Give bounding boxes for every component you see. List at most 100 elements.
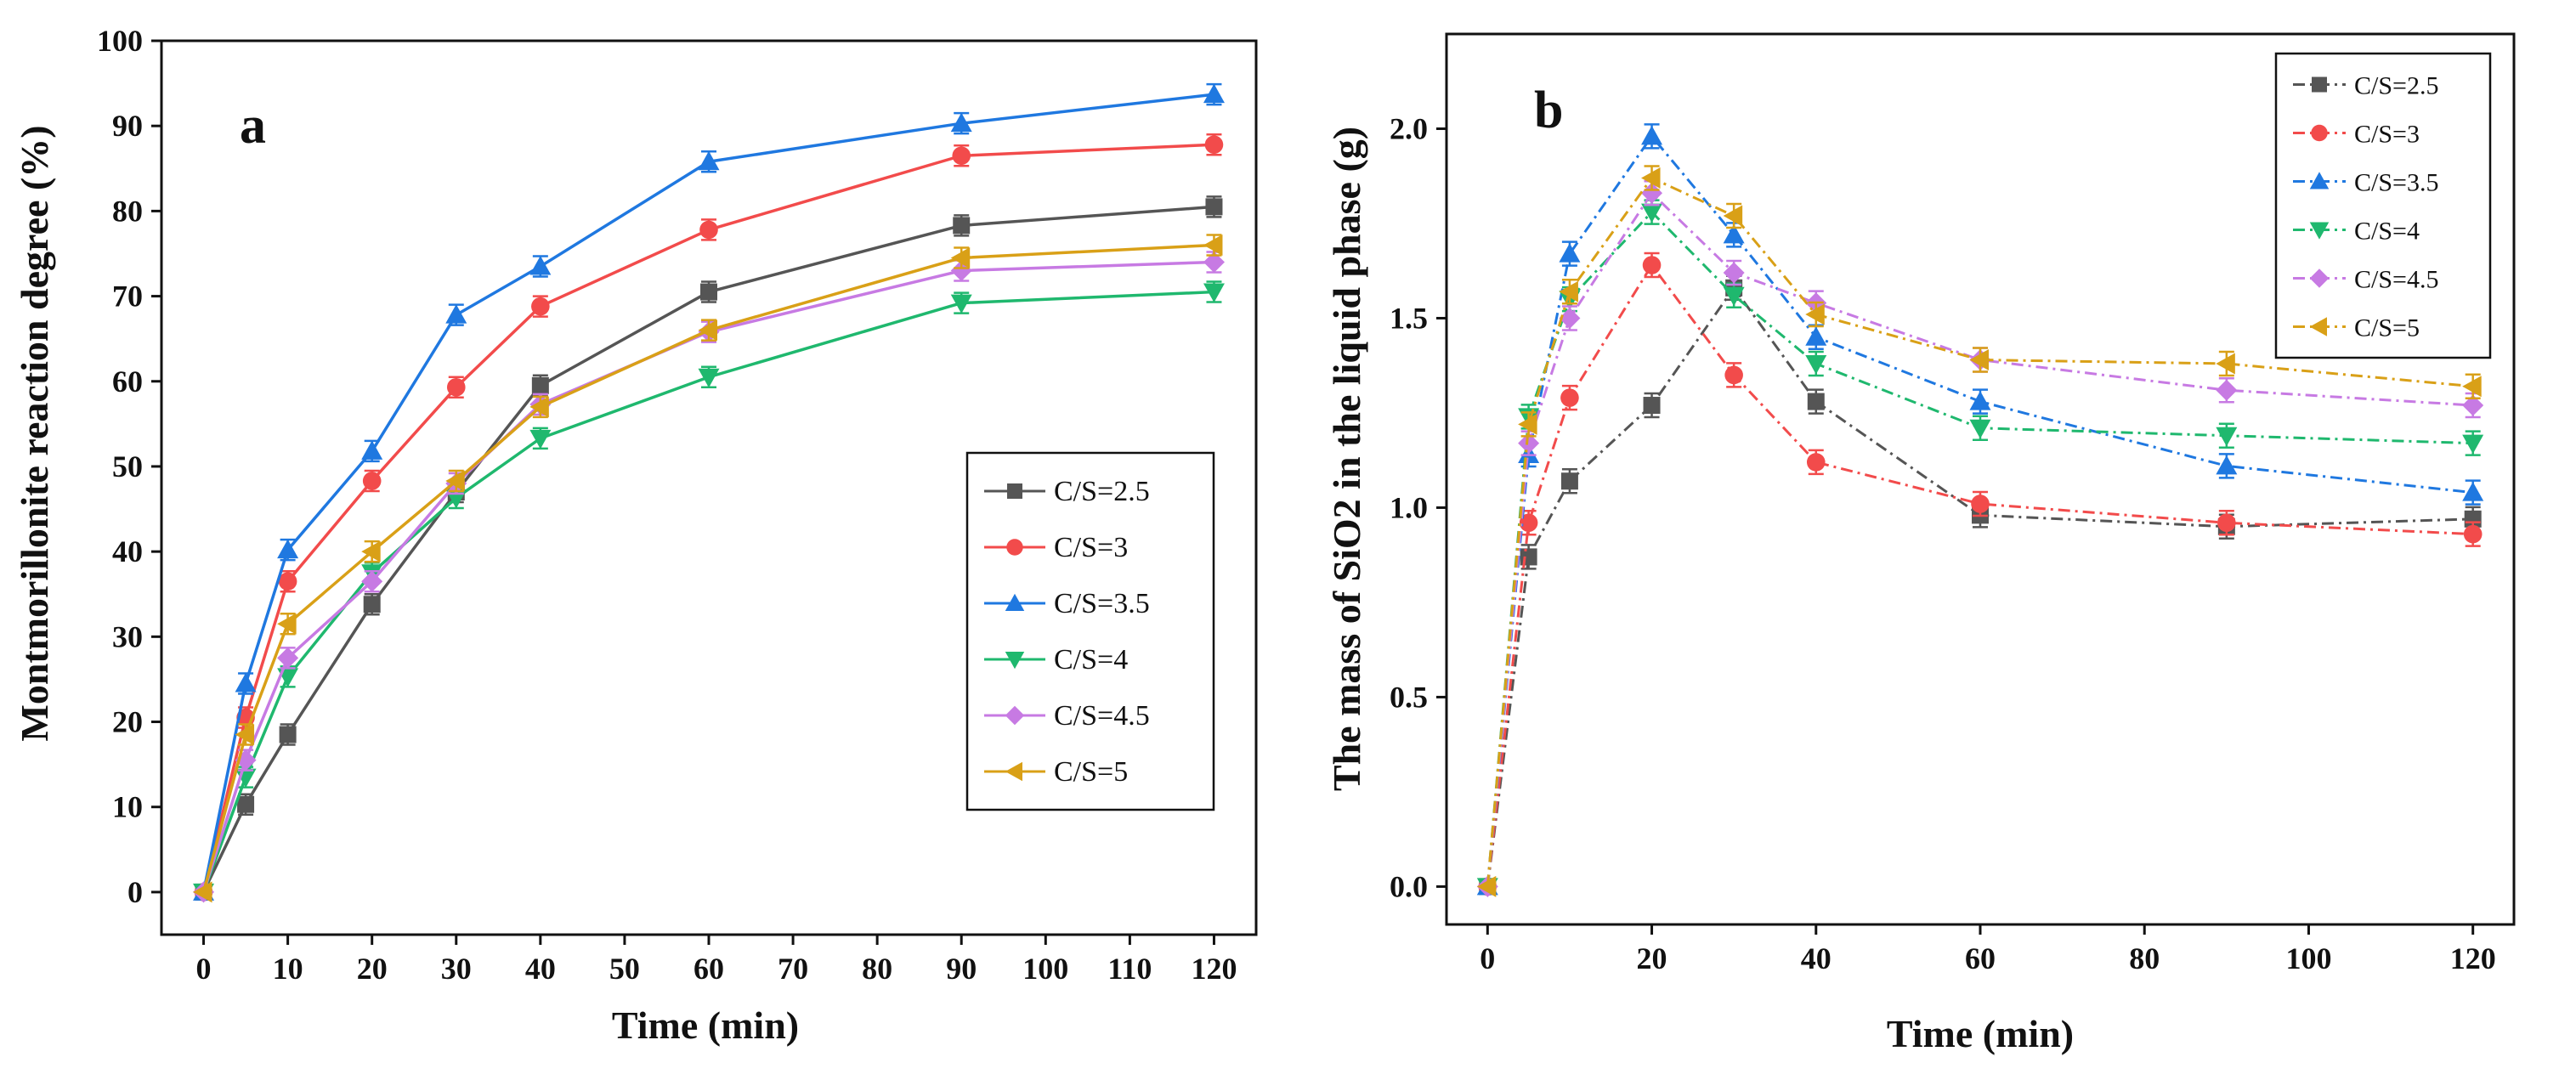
chart-b-data-point (1560, 388, 1579, 407)
chart-a-legend-label: C/S=4.5 (1054, 700, 1150, 732)
chart-b-legend-marker (2311, 124, 2328, 142)
chart-b-legend-label: C/S=3 (2354, 121, 2420, 149)
chart-b-y-tick-label: 2.0 (1390, 111, 1428, 145)
chart-a-legend-label: C/S=5 (1054, 756, 1128, 788)
chart-b-data-point (2463, 524, 2483, 544)
chart-b-data-point (1969, 349, 1989, 371)
chart-b-data-point (1519, 513, 1538, 533)
chart-b-x-tick-label: 60 (1965, 941, 1996, 975)
chart-a-series-c-s-5 (193, 234, 1223, 903)
chart-b-x-tick-label: 100 (2285, 941, 2331, 975)
chart-a-data-point (361, 570, 383, 592)
chart-b-legend-label: C/S=2.5 (2354, 72, 2438, 100)
chart-b-series-line (1486, 176, 2473, 887)
chart-a-y-tick-label: 0 (127, 875, 143, 909)
chart-b-data-point (1971, 495, 1990, 513)
chart-b-x-tick-label: 0 (1480, 941, 1495, 975)
chart-b-x-tick-label: 40 (1801, 941, 1832, 975)
chart-b-data-point (1641, 182, 1663, 204)
chart-a-data-point (277, 539, 299, 559)
chart-a-data-point (361, 440, 383, 460)
chart-a-x-axis-label: Time (min) (612, 1003, 799, 1047)
chart-a-data-point (699, 220, 718, 240)
chart-b-series-line (1486, 134, 2473, 887)
chart-b-data-point (1518, 413, 1537, 435)
chart-b-data-point (1559, 280, 1578, 302)
chart-a-y-tick-label: 80 (112, 194, 143, 228)
chart-a-data-point (953, 217, 971, 235)
chart-a-data-point (363, 596, 381, 613)
chart-a-series-c-s-3 (194, 133, 1224, 902)
chart-b-legend-label: C/S=4 (2354, 218, 2420, 246)
chart-a-legend-marker (1005, 761, 1022, 782)
chart-b-legend-marker (2312, 76, 2327, 93)
chart-a-x-tick-label: 10 (273, 952, 303, 986)
chart-a-legend-marker (1005, 705, 1025, 726)
chart-a-data-point (952, 146, 971, 166)
chart-a-series-c-s-3-5 (193, 82, 1225, 901)
chart-a-data-point (698, 368, 720, 388)
chart-b-x-axis-label: Time (min) (1887, 1012, 2074, 1055)
chart-a-x-tick-label: 110 (1107, 952, 1152, 986)
chart-b-data-point (1805, 354, 1827, 375)
chart-a-data-point (445, 304, 467, 324)
chart-a-y-tick-label: 10 (112, 790, 143, 824)
chart-b-data-point (2216, 379, 2238, 401)
chart-b-legend-marker (2309, 268, 2330, 288)
chart-a-x-tick-label: 60 (694, 952, 724, 986)
chart-b-data-point (2462, 482, 2484, 501)
chart-a-data-point (237, 795, 255, 813)
chart-a-legend-label: C/S=3.5 (1054, 588, 1150, 619)
chart-a-data-point (446, 377, 466, 397)
chart-a-y-axis-label: Montmorillonite reaction degree (%) (13, 125, 56, 741)
chart-a-x-tick-label: 0 (196, 952, 212, 986)
chart-a-data-point (1204, 135, 1224, 155)
chart-a-data-point (698, 150, 720, 171)
chart-a-y-tick-label: 60 (112, 365, 143, 399)
chart-b-data-point (2216, 455, 2238, 475)
chart-a-data-point (529, 429, 552, 449)
chart-a-panel-label: a (240, 97, 266, 155)
chart-b-data-point (1723, 286, 1745, 307)
chart-a-legend-marker (1005, 652, 1025, 670)
chart-b-data-point (1641, 125, 1663, 145)
chart-a-x-tick-label: 80 (862, 952, 892, 986)
chart-b-data-point (2216, 427, 2238, 447)
chart-a-data-point (235, 724, 255, 746)
chart-b-data-point (2462, 434, 2484, 455)
chart-b-data-point (1560, 472, 1578, 490)
chart-b-legend-marker (2309, 317, 2327, 336)
chart-a-x-tick-label: 70 (778, 952, 808, 986)
chart-a-legend-label: C/S=2.5 (1054, 476, 1150, 507)
chart-a-legend-marker (1007, 483, 1022, 499)
chart-a-data-point (950, 294, 972, 314)
chart-b-data-point (1642, 256, 1662, 274)
chart-a: Montmorillonite reaction degree (%) Time… (13, 24, 1258, 1047)
chart-a-x-tick-label: 30 (441, 952, 472, 986)
chart-b-legend-label: C/S=3.5 (2354, 169, 2438, 197)
chart-a-data-point (235, 672, 257, 692)
chart-a-data-point (531, 297, 550, 316)
chart-b-series-c-s-5 (1476, 165, 2482, 897)
chart-b-legend-label: C/S=5 (2354, 314, 2420, 342)
chart-b-data-point (2462, 376, 2482, 398)
chart-a-data-point (277, 613, 297, 635)
chart-b-data-point (2462, 394, 2484, 416)
chart-a-x-tick-label: 100 (1022, 952, 1068, 986)
chart-b-data-point (1643, 397, 1661, 415)
chart-b-y-axis-label: The mass of SiO2 in the liquid phase (g) (1325, 127, 1368, 791)
chart-b-x-tick-label: 80 (2129, 941, 2160, 975)
chart-b-series-c-s-3-5 (1476, 123, 2484, 896)
chart-a-y-tick-label: 30 (112, 619, 143, 653)
chart-b-panel-label: b (1534, 82, 1563, 139)
chart-b-legend-marker (2309, 222, 2330, 240)
chart-a-data-point (1203, 283, 1225, 303)
chart-a-data-point (529, 256, 552, 275)
chart-a-y-tick-label: 90 (112, 109, 143, 143)
chart-a-x-tick-label: 50 (609, 952, 640, 986)
chart-b-data-point (1805, 303, 1825, 325)
chart-b-legend (2274, 52, 2492, 359)
chart-b-y-tick-label: 1.0 (1390, 490, 1428, 524)
chart-a-legend-label: C/S=4 (1054, 644, 1128, 675)
chart-a-legend (965, 451, 1215, 811)
